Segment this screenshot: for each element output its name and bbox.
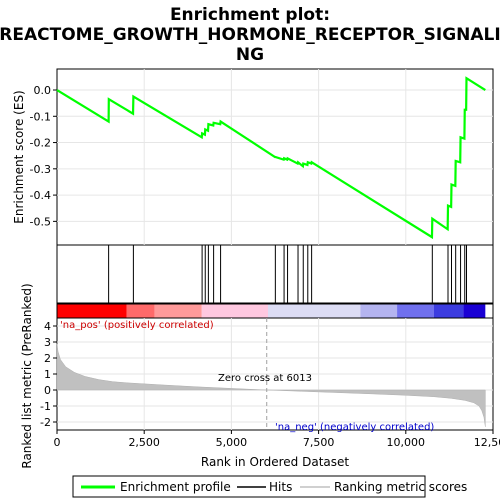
ranked-y-axis-label: Ranked list metric (PreRanked) xyxy=(20,283,34,468)
x-tick-label: 0 xyxy=(54,436,61,449)
es-grid xyxy=(57,69,493,245)
ranked-y-tick-label: 4 xyxy=(44,320,51,333)
x-tick-label: 10,000 xyxy=(387,436,426,449)
es-y-tick-label: -0.3 xyxy=(30,163,51,176)
es-y-axis-label: Enrichment score (ES) xyxy=(12,90,26,223)
legend-hits-label: Hits xyxy=(269,480,292,494)
x-axis-label: Rank in Ordered Dataset xyxy=(201,455,349,469)
color-bar-segment xyxy=(397,304,434,318)
ranked-y-axis: 4 3 2 1 0 -1 -2 xyxy=(40,320,57,429)
negative-label: 'na_neg' (negatively correlated) xyxy=(275,422,434,433)
ranked-y-tick-label: 0 xyxy=(44,384,51,397)
ranking-color-bar xyxy=(57,304,486,318)
color-bar-segment xyxy=(201,304,269,318)
es-y-tick-label: -0.2 xyxy=(30,137,51,150)
chart-title-line3: NG xyxy=(236,45,264,65)
es-y-tick-label: 0.0 xyxy=(34,84,52,97)
color-bar-segment xyxy=(268,304,361,318)
color-bar-segment xyxy=(126,304,155,318)
ranked-x-axis: 0 2,500 5,000 7,500 10,000 12,500 xyxy=(54,430,500,449)
enrichment-profile-line xyxy=(56,76,486,240)
es-y-axis: 0.0 -0.1 -0.2 -0.3 -0.4 -0.5 xyxy=(30,84,57,228)
x-tick-label: 5,000 xyxy=(216,436,248,449)
es-y-tick-label: -0.5 xyxy=(30,215,51,228)
es-y-tick-label: -0.1 xyxy=(30,110,51,123)
x-tick-label: 2,500 xyxy=(128,436,160,449)
color-bar-segment xyxy=(433,304,464,318)
color-bar-segment xyxy=(463,304,486,318)
legend-enrichment-label: Enrichment profile xyxy=(120,480,231,494)
ranked-y-tick-label: -1 xyxy=(40,400,51,413)
x-tick-label: 7,500 xyxy=(303,436,335,449)
zero-cross-label: Zero cross at 6013 xyxy=(218,373,312,384)
chart-title-line1: Enrichment plot: xyxy=(170,5,330,25)
ranked-y-tick-label: 2 xyxy=(44,352,51,365)
chart-title-line2: REACTOME_GROWTH_HORMONE_RECEPTOR_SIGNALI xyxy=(0,25,500,45)
color-bar-frame xyxy=(56,303,494,319)
color-bar-segment xyxy=(154,304,202,318)
color-bar-segment xyxy=(57,304,127,318)
legend-ranking-label: Ranking metric scores xyxy=(334,480,467,494)
ranked-y-tick-label: 1 xyxy=(44,368,51,381)
x-tick-label: 12,500 xyxy=(474,436,500,449)
ranked-y-tick-label: -2 xyxy=(40,416,51,429)
positive-label: 'na_pos' (positively correlated) xyxy=(60,320,214,331)
es-y-tick-label: -0.4 xyxy=(30,189,51,202)
hit-markers xyxy=(108,245,467,303)
ranked-y-tick-label: 3 xyxy=(44,336,51,349)
color-bar-segment xyxy=(360,304,398,318)
ranking-metric-area xyxy=(56,343,486,427)
